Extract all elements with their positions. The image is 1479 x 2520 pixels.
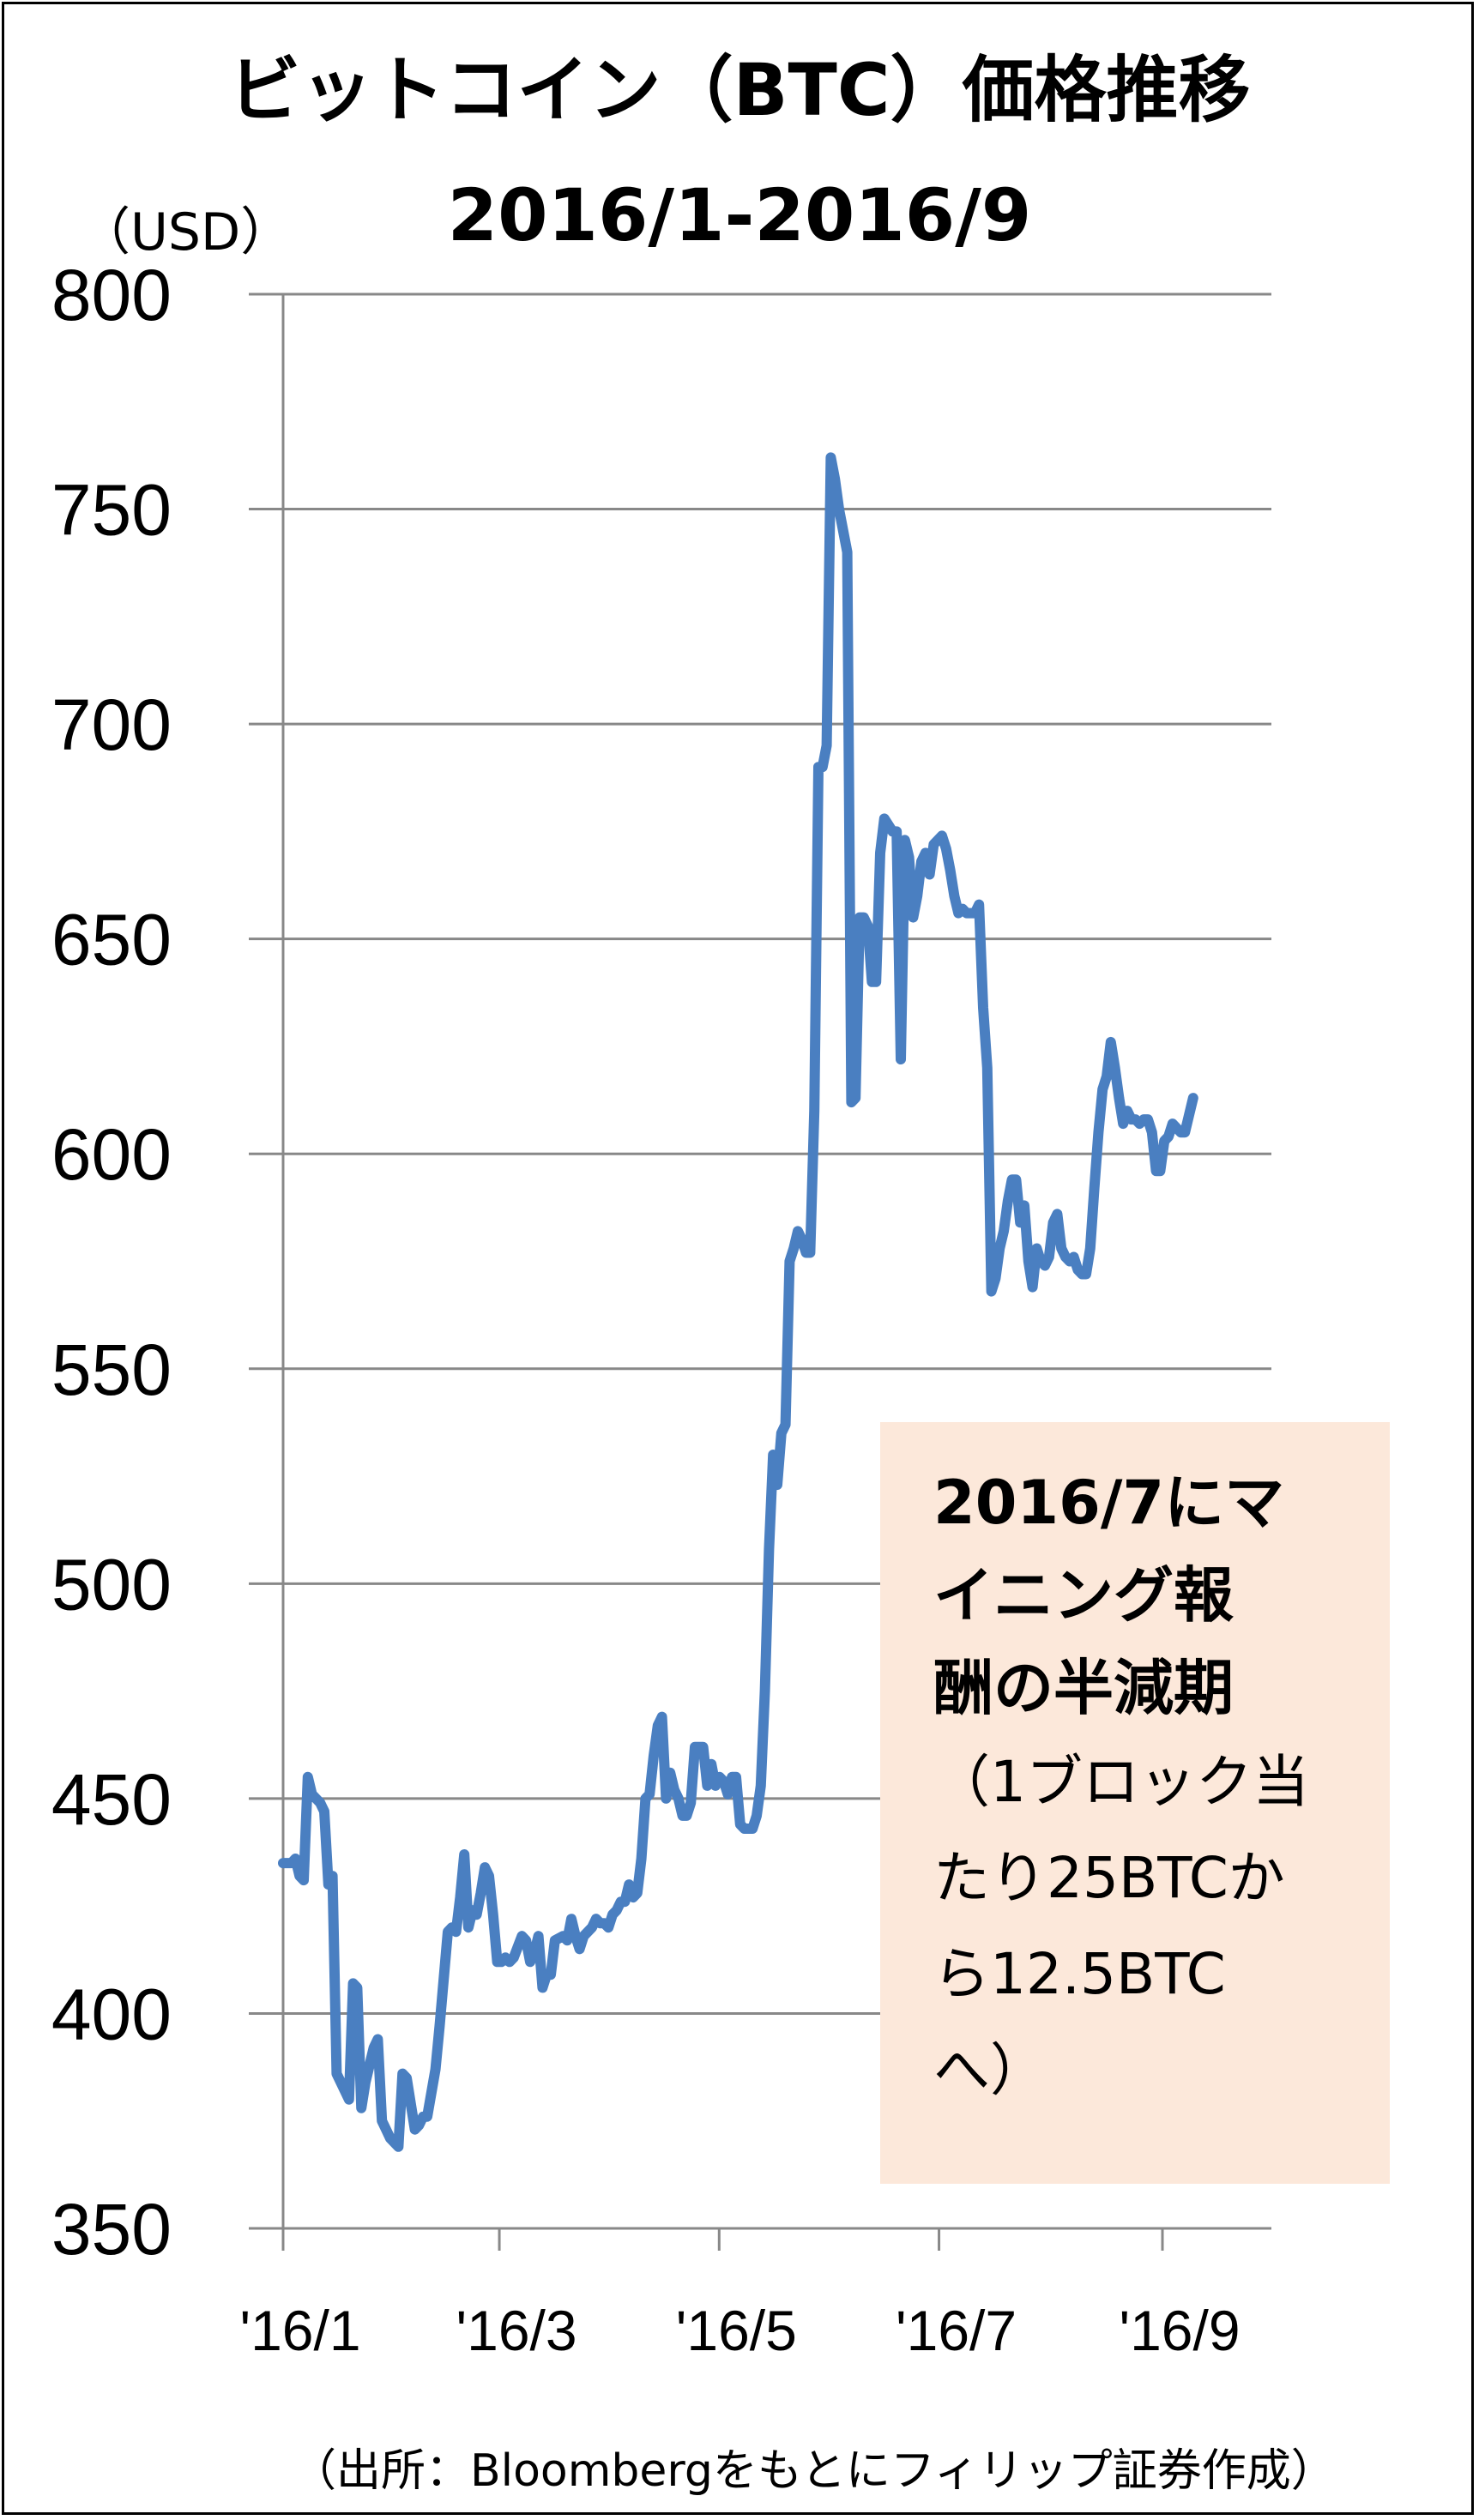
annotation-line: （1ブロック当 [933, 1749, 1309, 1815]
annotation-line: たり25BTCか [933, 1845, 1285, 1911]
x-tick-label: '16/1 [239, 2299, 360, 2362]
y-tick-label: 550 [51, 1329, 172, 1410]
annotation-line: ら12.5BTC [933, 1941, 1226, 2007]
annotation-line: イニング報 [933, 1560, 1234, 1631]
y-tick-label: 450 [51, 1759, 172, 1840]
price-line [278, 452, 1198, 2152]
y-tick-label: 400 [51, 1974, 172, 2054]
y-tick-label: 350 [51, 2189, 172, 2270]
y-tick-label: 800 [51, 255, 172, 335]
annotation-line: 酬の半減期 [933, 1653, 1234, 1723]
y-unit-label: （USD） [79, 202, 293, 262]
y-tick-label: 700 [51, 684, 172, 765]
source-note: （出所：Bloombergをもとにフィリップ証券作成） [292, 2445, 1336, 2497]
annotation-line: 2016/7にマ [933, 1468, 1285, 1538]
x-tick-label: '16/7 [896, 2299, 1017, 2362]
annotation-line: へ） [933, 2037, 1047, 2103]
y-tick-label: 600 [51, 1114, 172, 1195]
x-tick-label: '16/3 [456, 2299, 577, 2362]
chart-title: ビットコイン（BTC）価格推移 [228, 48, 1251, 132]
y-tick-label: 650 [51, 900, 172, 980]
y-tick-label: 500 [51, 1544, 172, 1625]
annotation-box: 2016/7にマ イニング報 酬の半減期 （1ブロック当 たり25BTCか ら1… [880, 1422, 1390, 2184]
x-tick-label: '16/5 [676, 2299, 797, 2362]
y-tick-label: 750 [51, 470, 172, 551]
chart-subtitle: 2016/1-2016/9 [447, 173, 1032, 257]
x-tick-label: '16/9 [1119, 2299, 1240, 2362]
